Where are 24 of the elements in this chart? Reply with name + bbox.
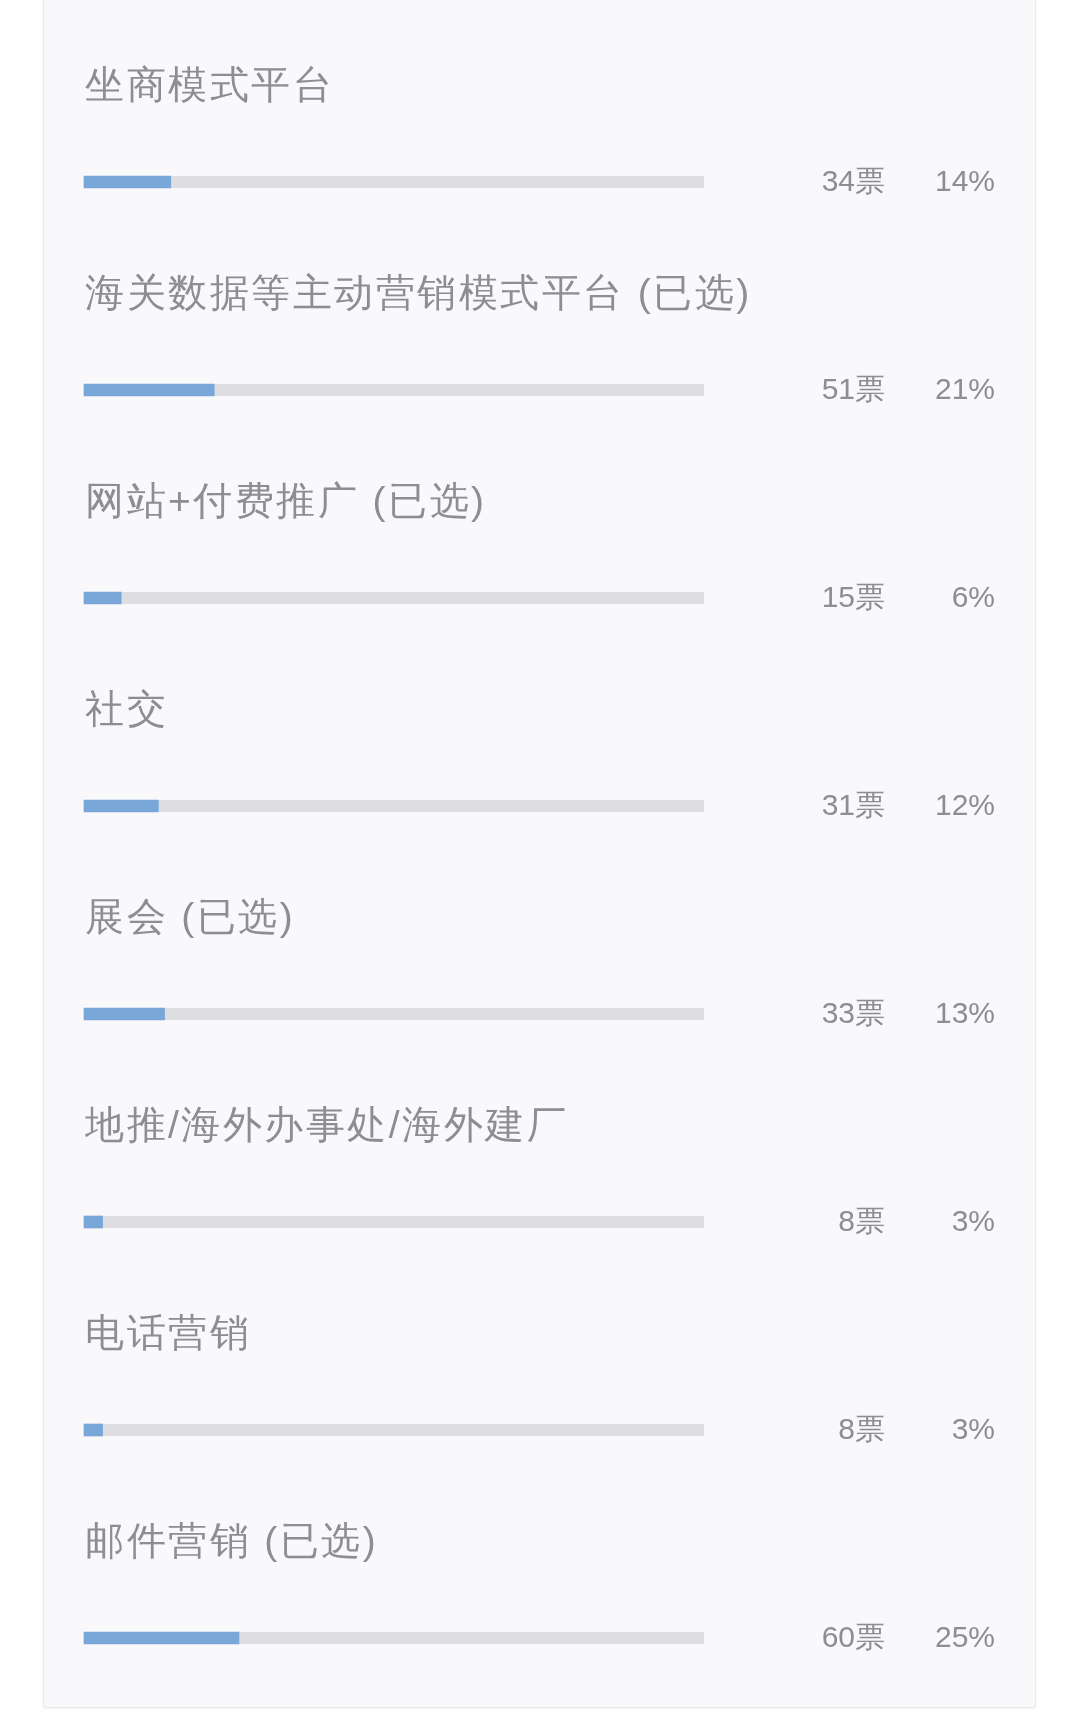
text: 34票 bbox=[821, 164, 885, 198]
y-tick-label: 海关数据等主动营销模式平台 (已选) bbox=[85, 270, 752, 314]
data-label: 14% bbox=[934, 164, 995, 198]
y-tick-label: 展会 (已选) bbox=[85, 894, 296, 938]
data-label: 3% bbox=[951, 1204, 995, 1238]
data-label: 25% bbox=[934, 1620, 995, 1654]
data-label: 21% bbox=[934, 372, 995, 406]
y-tick-label: 电话营销 bbox=[85, 1310, 251, 1354]
data-label: 3% bbox=[951, 1412, 995, 1446]
data-label: 6% bbox=[951, 580, 995, 614]
text: 15票 bbox=[821, 580, 885, 614]
y-tick-label: 坐商模式平台 bbox=[85, 62, 334, 106]
text: 31票 bbox=[821, 788, 885, 822]
text: 33票 bbox=[821, 996, 885, 1030]
text: 8票 bbox=[838, 1412, 885, 1446]
data-label: 12% bbox=[934, 788, 995, 822]
y-tick-label: 地推/海外办事处/海外建厂 bbox=[84, 1102, 569, 1146]
data-label: 13% bbox=[934, 996, 995, 1030]
text: 51票 bbox=[821, 372, 885, 406]
y-tick-label: 社交 bbox=[85, 686, 168, 730]
text: 60票 bbox=[821, 1620, 885, 1654]
y-tick-label: 邮件营销 (已选) bbox=[85, 1518, 379, 1562]
text: 8票 bbox=[838, 1204, 885, 1238]
y-tick-label: 网站+付费推广 (已选) bbox=[85, 478, 487, 522]
